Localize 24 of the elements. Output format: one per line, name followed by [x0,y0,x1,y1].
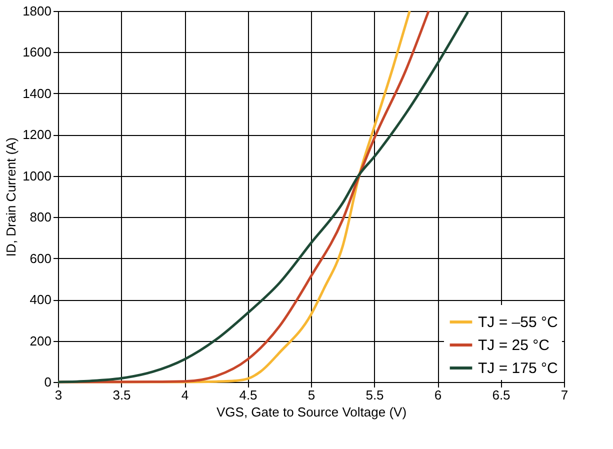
x-tick-label: 7 [560,388,568,402]
y-tick-label: 1200 [22,127,52,142]
y-tick-label: 1400 [22,86,52,101]
y-axis-title: ID, Drain Current (A) [4,137,19,257]
y-tick-label: 600 [30,250,52,266]
y-tick-label: 400 [30,292,52,308]
y-tick-label: 1800 [22,4,52,18]
y-tick-label: 200 [30,333,52,348]
x-tick-label: 4 [181,388,189,402]
y-tick-label: 1000 [22,168,52,184]
y-tick-label: 800 [30,210,52,225]
x-tick-label: 3.5 [112,388,131,402]
x-tick-label: 6 [434,388,442,402]
legend-label: TJ = 25 °C [478,337,550,354]
x-tick-label: 6.5 [492,388,510,402]
x-axis-title: VGS, Gate to Source Voltage (V) [216,404,407,420]
x-tick-label: 3 [54,388,62,402]
legend-label: TJ = 175 °C [478,360,558,377]
x-tick-label: 4.5 [239,388,258,402]
x-tick-label: 5.5 [366,388,384,402]
y-tick-label: 1600 [22,44,52,60]
y-tick-label: 0 [44,374,52,390]
legend-label: TJ = –55 °C [478,314,558,331]
x-tick-label: 5 [308,388,316,402]
